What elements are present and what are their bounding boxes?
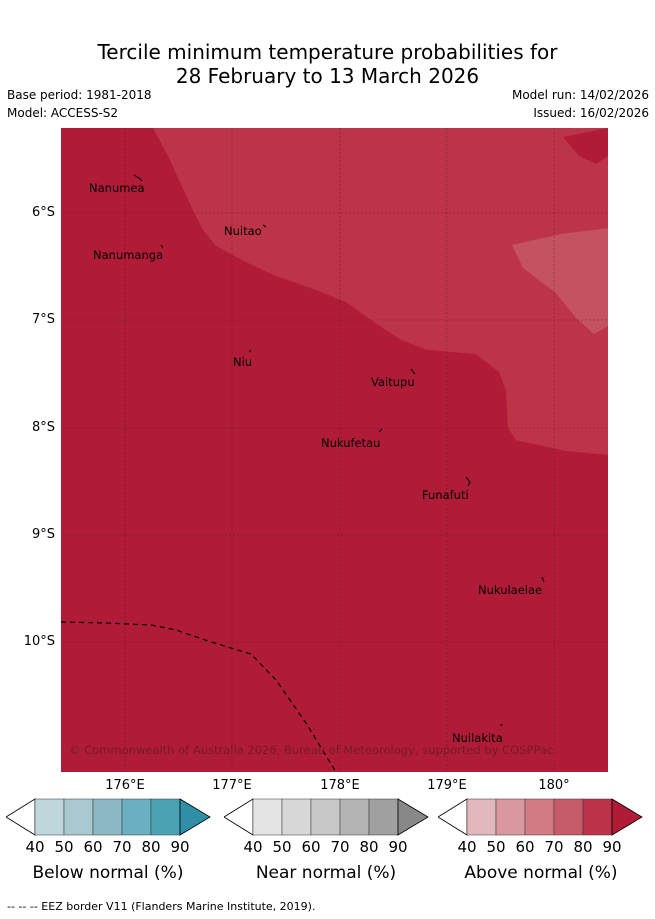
eez-border	[61, 621, 337, 772]
colorbar-below	[6, 798, 211, 836]
lat-label-7s: 7°S	[31, 312, 55, 327]
island-nukulaelae	[541, 576, 545, 583]
near-seg-60	[310, 798, 341, 836]
above-seg-50	[495, 798, 526, 836]
above-tick-90: 90	[602, 838, 622, 856]
below-seg-80	[150, 798, 181, 836]
colorbar-near	[224, 798, 429, 836]
below-tick-40: 40	[25, 838, 45, 856]
lon-label-177e: 177°E	[212, 778, 252, 793]
map-canvas	[61, 128, 608, 772]
below-seg-70	[121, 798, 152, 836]
island-nukufetau	[378, 428, 383, 433]
above-tick-40: 40	[457, 838, 477, 856]
above-tick-80: 80	[573, 838, 593, 856]
place-niu: Niu	[233, 355, 253, 369]
near-extend-low	[224, 798, 254, 836]
model-name: Model: ACCESS-S2	[7, 106, 119, 120]
below-seg-40	[34, 798, 65, 836]
colorbar-above	[438, 798, 643, 836]
above-seg-80	[582, 798, 613, 836]
lon-label-176e: 176°E	[105, 778, 145, 793]
below-tick-80: 80	[141, 838, 161, 856]
near-seg-70	[339, 798, 370, 836]
near-extend-high	[397, 798, 429, 836]
above-seg-60	[524, 798, 555, 836]
model-run: Model run: 14/02/2026	[511, 88, 649, 102]
below-seg-50	[63, 798, 94, 836]
near-normal-label: Near normal (%)	[255, 863, 397, 883]
place-vaitupu: Vaitupu	[371, 375, 415, 389]
eez-footnote: -- -- -- EEZ border V11 (Flanders Marine…	[7, 900, 316, 913]
place-nuitao: Nuitao	[224, 224, 262, 238]
island-niu	[248, 349, 252, 353]
above-extend-high	[611, 798, 643, 836]
lat-label-6s: 6°S	[31, 205, 55, 220]
place-funafuti: Funafuti	[422, 488, 469, 502]
place-nukufetau: Nukufetau	[321, 436, 381, 450]
above-normal-label: Above normal (%)	[464, 863, 618, 883]
near-seg-80	[368, 798, 399, 836]
place-nukulaelae: Nukulaelae	[478, 583, 543, 597]
place-nanumanga: Nanumanga	[93, 248, 164, 262]
above-tick-70: 70	[544, 838, 564, 856]
lat-label-8s: 8°S	[31, 420, 55, 435]
near-tick-60: 60	[301, 838, 321, 856]
island-nanumea	[133, 174, 143, 182]
island-nuitao	[262, 224, 267, 228]
lon-label-179e: 179°E	[427, 778, 467, 793]
graticule	[61, 128, 608, 772]
above-seg-70	[553, 798, 584, 836]
issued-date: Issued: 16/02/2026	[533, 106, 649, 120]
near-tick-40: 40	[243, 838, 263, 856]
island-nanumanga	[160, 244, 164, 249]
near-tick-50: 50	[272, 838, 292, 856]
map-panel: © Commonwealth of Australia 2026, Bureau…	[61, 128, 608, 772]
below-tick-60: 60	[83, 838, 103, 856]
above-seg-40	[466, 798, 497, 836]
above-tick-50: 50	[486, 838, 506, 856]
below-tick-90: 90	[170, 838, 190, 856]
lat-label-9s: 9°S	[31, 527, 55, 542]
near-tick-70: 70	[330, 838, 350, 856]
near-tick-90: 90	[388, 838, 408, 856]
base-period: Base period: 1981-2018	[7, 88, 152, 102]
above-extend-low	[438, 798, 468, 836]
below-tick-50: 50	[54, 838, 74, 856]
below-extend-low	[6, 798, 36, 836]
island-vaitupu	[410, 368, 416, 375]
near-tick-80: 80	[359, 838, 379, 856]
near-seg-50	[281, 798, 312, 836]
lon-label-178e: 178°E	[320, 778, 360, 793]
islands	[133, 174, 545, 726]
lon-label-180: 180°	[538, 778, 570, 793]
below-seg-60	[92, 798, 123, 836]
above-tick-60: 60	[515, 838, 535, 856]
place-nanumea: Nanumea	[89, 181, 145, 195]
place-nuilakita: Nuilakita	[452, 731, 503, 745]
region-above-80	[153, 128, 608, 455]
below-tick-70: 70	[112, 838, 132, 856]
island-funafuti	[465, 476, 471, 487]
title-line-1: Tercile minimum temperature probabilitie…	[97, 40, 558, 64]
chart-title: Tercile minimum temperature probabilitie…	[0, 40, 655, 88]
title-line-2: 28 February to 13 March 2026	[175, 64, 480, 88]
lat-label-10s: 10°S	[23, 634, 55, 649]
near-seg-40	[252, 798, 283, 836]
copyright-notice: © Commonwealth of Australia 2026, Bureau…	[69, 743, 554, 757]
below-extend-high	[179, 798, 211, 836]
below-normal-label: Below normal (%)	[32, 863, 184, 883]
region-above-70	[512, 228, 608, 334]
region-above-90-corner	[563, 128, 608, 164]
